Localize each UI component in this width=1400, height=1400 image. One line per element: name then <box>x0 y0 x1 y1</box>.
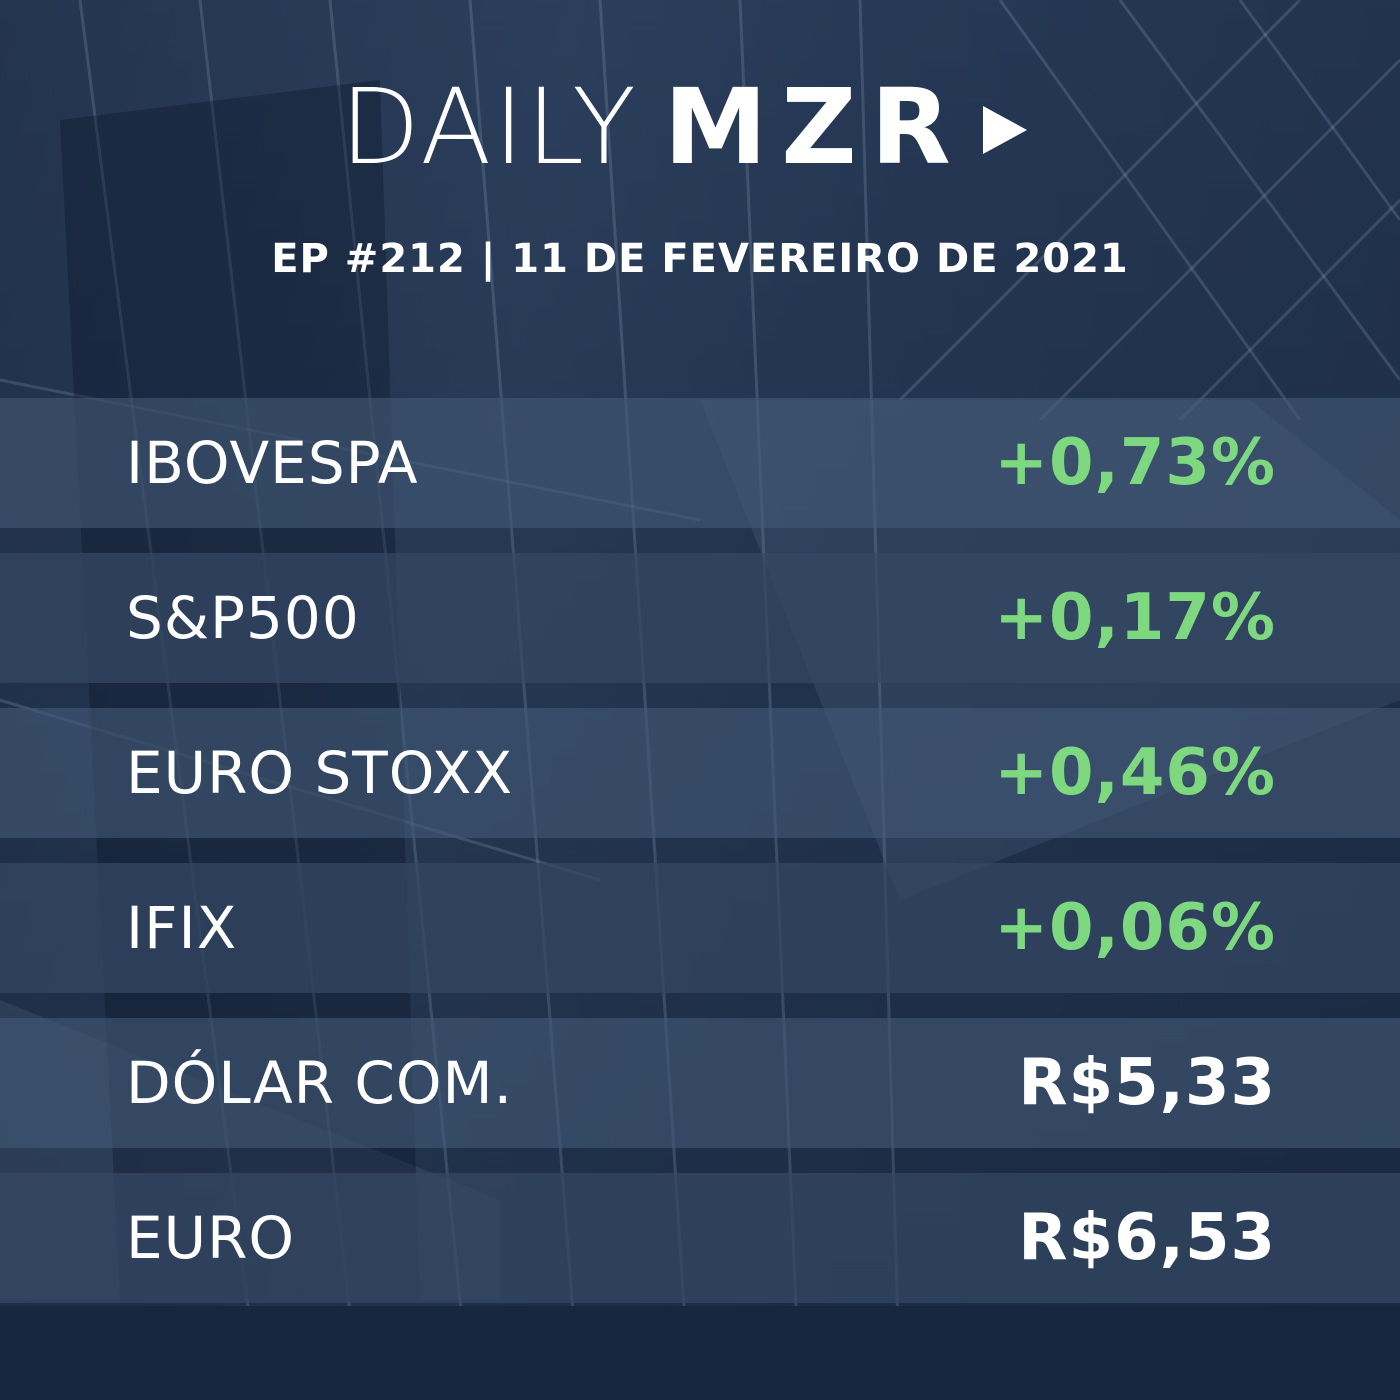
market-label: IFIX <box>126 894 238 962</box>
market-value: +0,17% <box>994 581 1276 655</box>
market-table: IBOVESPA +0,73% S&P500 +0,17% EURO STOXX… <box>0 398 1400 1328</box>
market-row: IBOVESPA +0,73% <box>0 398 1400 528</box>
market-row: EURO R$6,53 <box>0 1173 1400 1303</box>
market-value: +0,73% <box>994 426 1276 500</box>
market-label: DÓLAR COM. <box>126 1049 513 1117</box>
play-icon <box>982 106 1027 154</box>
footer-bar <box>0 1306 1400 1400</box>
market-label: EURO STOXX <box>126 739 514 807</box>
brand-logo: DAILY MZR <box>340 72 1060 182</box>
brand-name-thin: DAILY <box>340 66 638 188</box>
market-label: S&P500 <box>126 584 360 652</box>
market-row: S&P500 +0,17% <box>0 553 1400 683</box>
market-label: EURO <box>126 1204 296 1272</box>
market-value: R$6,53 <box>1018 1201 1276 1275</box>
market-label: IBOVESPA <box>126 429 419 497</box>
market-row: DÓLAR COM. R$5,33 <box>0 1018 1400 1148</box>
market-row: IFIX +0,06% <box>0 863 1400 993</box>
market-value: +0,06% <box>994 891 1276 965</box>
brand-name-bold: MZR <box>663 66 965 188</box>
market-row: EURO STOXX +0,46% <box>0 708 1400 838</box>
market-value: R$5,33 <box>1018 1046 1276 1120</box>
market-value: +0,46% <box>994 736 1276 810</box>
episode-title: EP #212 | 11 DE FEVEREIRO DE 2021 <box>271 236 1129 282</box>
